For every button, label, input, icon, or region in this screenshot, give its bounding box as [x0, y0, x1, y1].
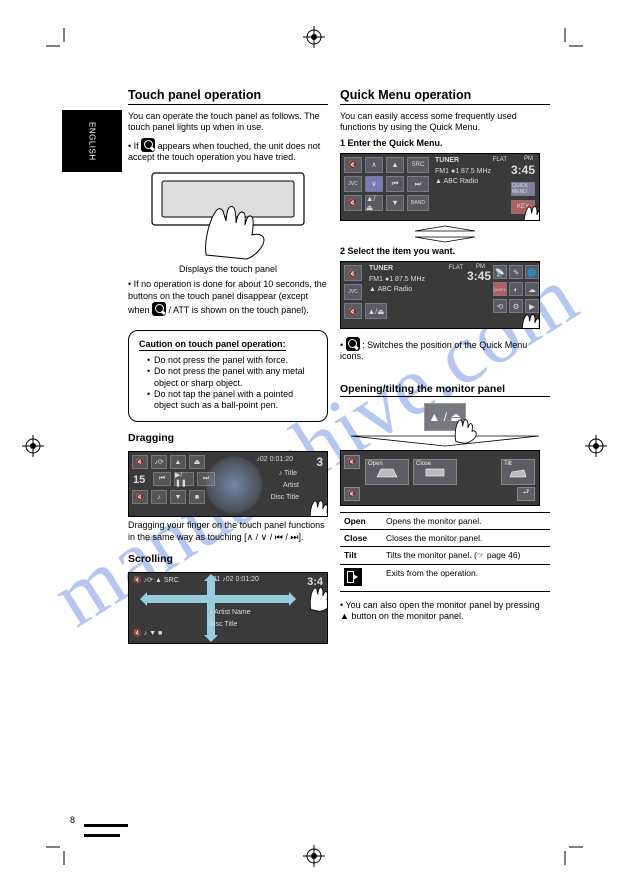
caution-item: Do not tap the panel with a pointed obje…: [147, 389, 317, 412]
page-number: 8: [70, 815, 75, 825]
caution-item: Do not press the panel with any metal ob…: [147, 366, 317, 389]
hand-cursor-icon: [299, 492, 328, 517]
panel-title: Opening/tilting the monitor panel: [340, 383, 550, 397]
crop-mark: [46, 843, 68, 865]
scrolling-title: Scrolling: [128, 553, 328, 566]
language-tab: ENGLISH: [62, 110, 122, 172]
magnify-icon: [152, 302, 166, 316]
registration-mark: [303, 845, 325, 867]
drag-caption: Dragging your finger on the touch panel …: [128, 520, 328, 543]
quick-menu-title: Quick Menu operation: [340, 88, 550, 105]
hand-cursor-icon: [513, 198, 540, 221]
scroll-screenshot: 🔇 ♪⟳ ▲ SRC ♪01 ♪02 0:01:20 3:4 ♪ Artist …: [128, 572, 328, 644]
device-caption-1: Displays the touch panel: [128, 264, 328, 275]
intro-text: You can operate the touch panel as follo…: [128, 111, 328, 134]
quick-menu-intro: You can easily access some frequently us…: [340, 111, 550, 134]
registration-mark: [22, 435, 44, 457]
crop-mark: [46, 28, 68, 50]
hand-cursor-icon: [511, 306, 540, 329]
footer-bars: [84, 819, 134, 825]
panel-table: OpenOpens the monitor panel. CloseCloses…: [340, 512, 550, 592]
crop-mark: [561, 28, 583, 50]
dragging-title: Dragging: [128, 432, 328, 445]
caution-title: Caution on touch panel operation:: [139, 339, 286, 351]
caution-item: Do not press the panel with force.: [147, 355, 317, 366]
magnify-icon: [346, 337, 360, 351]
double-arrow-icon: [340, 224, 550, 246]
drag-screenshot: 🔇 ♪⟳ ▲ ⏏ 15 ⏮ ▶/❚❚ ⏭ 🔇 ♪ ▼ ■ ♪02 0:01:20…: [128, 451, 328, 517]
touch-device-illustration: [146, 167, 311, 262]
registration-mark: [303, 26, 325, 48]
exit-icon: [344, 568, 362, 586]
quick-menu-footnote: • : Switches the position of the Quick M…: [340, 337, 550, 363]
table-row: CloseCloses the monitor panel.: [340, 529, 550, 546]
intro-text-2: • If appears when touched, the unit does…: [128, 138, 328, 164]
table-row: Exits from the operation.: [340, 564, 550, 591]
panel-controls-screenshot: 🔇 🔇 Open Close Tilt ⮐: [340, 450, 540, 506]
invalid-icon: [141, 138, 155, 152]
table-row: OpenOpens the monitor panel.: [340, 512, 550, 529]
section-title: Touch panel operation: [128, 88, 328, 105]
hand-cursor-icon: [299, 579, 328, 613]
device-caption-2: • If no operation is done for about 10 s…: [128, 279, 328, 316]
crop-mark: [561, 843, 583, 865]
table-row: TiltTilts the monitor panel. (☞ page 46): [340, 546, 550, 564]
quick-step-1: 1 Enter the Quick Menu.: [340, 138, 550, 149]
registration-mark: [585, 435, 607, 457]
tuner-screenshot-2: 🔇 JVC 🔇 ▲/⏏ TUNER FLAT FM1 ●1 87.5 MHz ▲…: [340, 261, 540, 329]
quick-step-2: 2 Select the item you want.: [340, 246, 550, 257]
hand-cursor-icon: [444, 411, 478, 445]
panel-bullet: • You can also open the monitor panel by…: [340, 600, 550, 623]
caution-box: Caution on touch panel operation: Do not…: [128, 330, 328, 422]
tuner-screenshot-1: 🔇 ∧ ▲ SRC TUNER FLAT PM 3:45 JVC ∨ ⏮ ⏭ F…: [340, 153, 540, 221]
